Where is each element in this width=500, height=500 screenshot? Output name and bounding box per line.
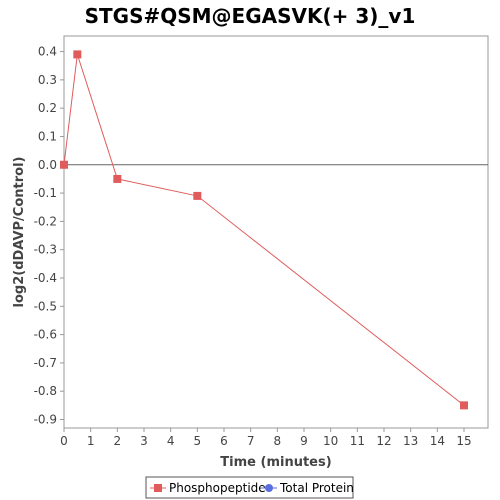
y-tick-label: 0.4: [38, 45, 57, 59]
legend-label-total-protein: Total Protein: [279, 481, 354, 495]
y-tick-label: -0.2: [34, 214, 57, 228]
data-point-phosphopeptide: [73, 50, 82, 59]
y-axis: 0.4 0.3 0.2 0.1 0.0 -0.1 -0.2 -0.3 -0.4 -0.5 -0.6 -…: [34, 45, 64, 427]
x-axis: 0 1 2 3 4 5 6 7 8 9 10 11 12 13 14 15: [60, 428, 472, 448]
y-tick-label: 0.1: [38, 129, 57, 143]
x-tick-label: 2: [114, 434, 122, 448]
x-axis-title: Time (minutes): [220, 455, 331, 470]
x-tick-label: 9: [300, 434, 308, 448]
x-tick-label: 7: [247, 434, 255, 448]
y-axis-title: log2(dDAVP/Control): [12, 157, 27, 308]
x-tick-label: 13: [403, 434, 418, 448]
x-tick-label: 4: [167, 434, 175, 448]
series-layer: [60, 50, 468, 410]
legend-label-phosphopeptide: Phosphopeptide: [169, 481, 266, 495]
plot-area: [63, 35, 489, 429]
x-tick-label: 5: [194, 434, 202, 448]
x-tick-label: 6: [220, 434, 228, 448]
legend-box: [145, 476, 354, 499]
legend-marker-total-protein: [265, 484, 273, 492]
y-tick-label: -0.8: [34, 384, 57, 398]
chart-title: STGS#QSM@EGASVK(+ 3)_v1: [84, 4, 416, 28]
y-tick-label: 0.0: [38, 158, 57, 172]
y-tick-label: 0.3: [38, 73, 57, 87]
x-tick-label: 10: [323, 434, 338, 448]
x-tick-label: 11: [350, 434, 365, 448]
data-point-phosphopeptide: [60, 160, 68, 169]
y-tick-label: -0.1: [34, 186, 57, 200]
data-point-phosphopeptide: [113, 174, 122, 183]
legend: Phosphopeptide Total Protein: [145, 476, 354, 499]
x-tick-label: 15: [456, 434, 471, 448]
x-tick-label: 8: [274, 434, 282, 448]
x-tick-label: 3: [140, 434, 148, 448]
y-tick-label: -0.6: [34, 328, 57, 342]
data-point-phosphopeptide: [460, 401, 468, 410]
legend-marker-phosphopeptide: [154, 484, 162, 492]
x-tick-label: 1: [87, 434, 95, 448]
data-point-phosphopeptide: [193, 191, 202, 200]
y-tick-label: -0.5: [34, 299, 57, 313]
x-tick-label: 14: [430, 434, 445, 448]
y-tick-label: -0.9: [34, 413, 57, 427]
x-tick-label: 0: [60, 434, 68, 448]
y-tick-label: -0.4: [34, 271, 57, 285]
x-tick-label: 12: [376, 434, 391, 448]
y-tick-label: -0.3: [34, 243, 57, 257]
y-tick-label: -0.7: [34, 356, 57, 370]
y-tick-label: 0.2: [38, 101, 57, 115]
